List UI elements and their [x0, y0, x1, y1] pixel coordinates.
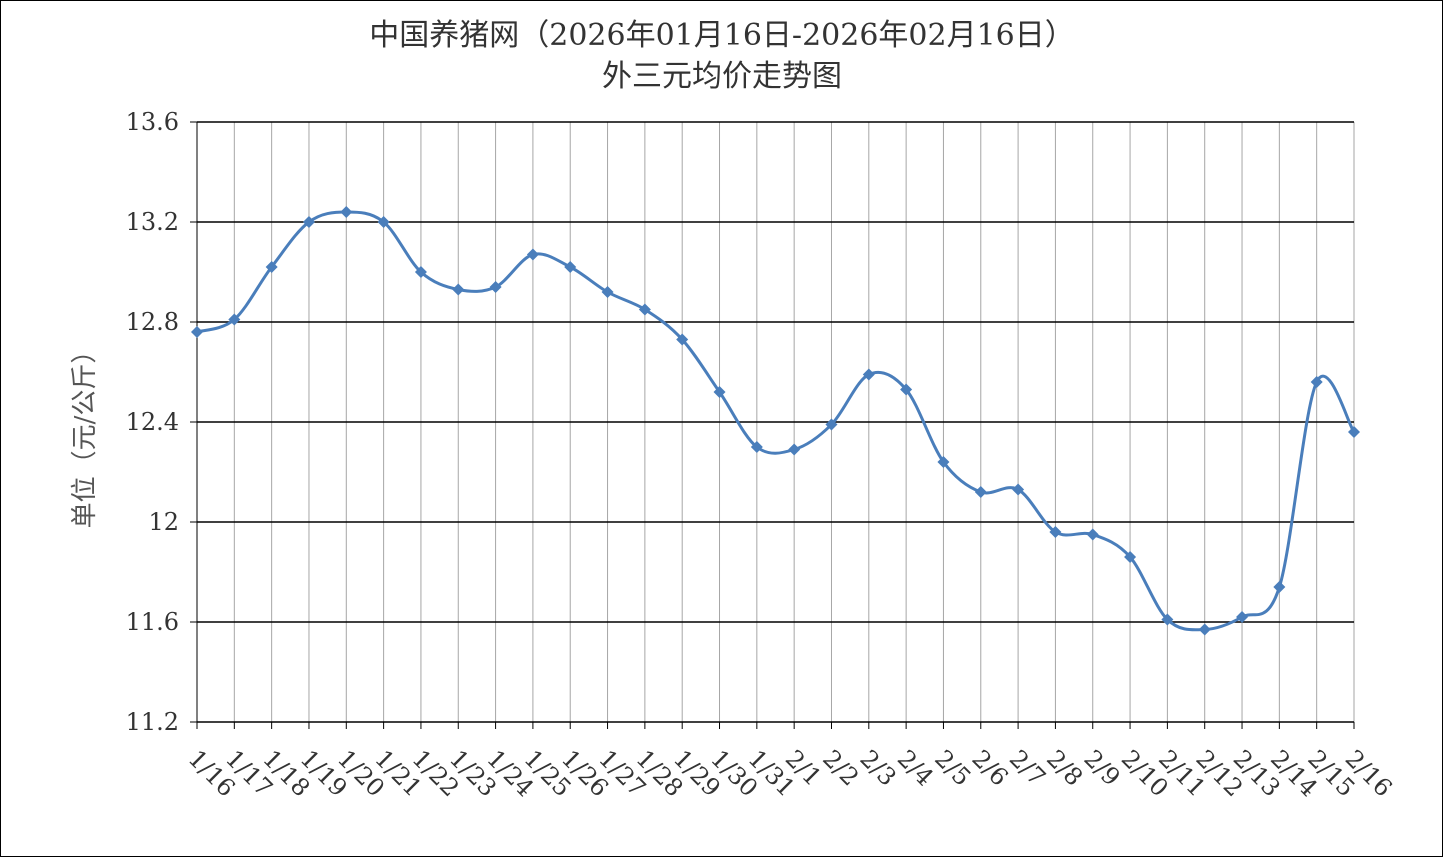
data-point-3 [302, 216, 315, 228]
data-point-10 [564, 261, 577, 273]
series-markers [191, 206, 1360, 636]
x-tick-label-18: 2/3 [855, 744, 902, 791]
data-point-30 [1310, 376, 1323, 388]
data-point-17 [825, 418, 838, 431]
data-point-15 [750, 441, 763, 453]
data-point-31 [1348, 426, 1360, 438]
x-tick-label-20: 2/5 [929, 744, 976, 791]
y-tick-label-1: 11.6 [126, 608, 179, 636]
data-point-4 [340, 206, 353, 218]
data-point-16 [788, 443, 801, 456]
data-point-22 [1012, 483, 1025, 496]
data-point-0 [191, 326, 203, 338]
grid [197, 121, 1355, 722]
data-point-19 [900, 383, 913, 396]
x-tick-label-23: 2/8 [1041, 744, 1088, 791]
data-point-14 [713, 386, 726, 398]
data-point-12 [638, 303, 651, 316]
data-point-29 [1273, 581, 1286, 593]
data-point-11 [601, 286, 614, 298]
y-tick-label-3: 12.4 [126, 408, 179, 436]
series-line-path [196, 210, 1356, 632]
data-point-21 [974, 486, 987, 498]
data-point-26 [1161, 613, 1174, 626]
data-point-9 [526, 248, 539, 261]
chart-title: 中国养猪网（2026年01月16日-2026年02月16日） [369, 18, 1075, 53]
data-point-28 [1236, 611, 1249, 623]
x-tick-label-19: 2/4 [892, 744, 939, 791]
x-tick-label-21: 2/6 [967, 744, 1014, 791]
y-tick-label-0: 11.2 [126, 708, 179, 736]
axes: 11.211.61212.412.813.213.61/161/171/181/… [126, 108, 1398, 802]
data-point-27 [1198, 623, 1211, 636]
data-point-24 [1086, 528, 1099, 541]
y-axis-label: 单位（元/公斤） [70, 338, 100, 529]
data-point-6 [414, 266, 427, 278]
data-point-8 [489, 281, 502, 293]
data-point-13 [676, 333, 689, 346]
y-tick-label-2: 12 [148, 508, 179, 536]
y-tick-label-4: 12.8 [126, 308, 179, 336]
y-tick-label-5: 13.2 [126, 208, 179, 236]
data-point-25 [1124, 551, 1137, 563]
data-point-20 [937, 456, 950, 468]
chart-subtitle: 外三元均价走势图 [602, 59, 842, 94]
y-tick-label-6: 13.6 [126, 108, 179, 136]
series-line [196, 210, 1356, 632]
data-point-1 [228, 313, 241, 326]
data-point-7 [452, 283, 465, 296]
x-tick-label-17: 2/2 [817, 744, 864, 791]
data-point-18 [862, 368, 875, 381]
data-point-2 [265, 261, 278, 273]
x-tick-label-22: 2/7 [1004, 744, 1051, 791]
data-point-5 [377, 216, 390, 228]
x-tick-label-24: 2/9 [1078, 744, 1125, 791]
data-point-23 [1049, 526, 1062, 538]
